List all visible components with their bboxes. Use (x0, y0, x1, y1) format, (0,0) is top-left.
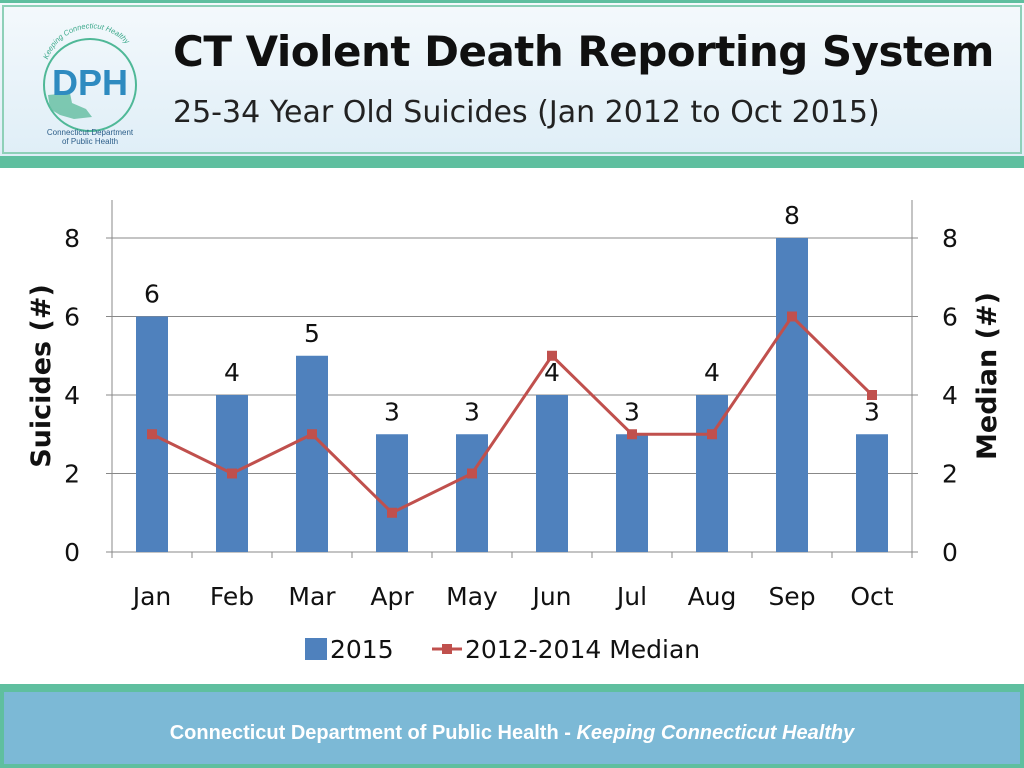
median-series-line (151, 314, 874, 515)
median-point (627, 429, 637, 440)
x-tick-label: Sep (768, 582, 815, 611)
footer-org: Connecticut Department of Public Health (169, 722, 559, 744)
y2-tick-label: 0 (942, 538, 958, 567)
bar-data-label: 3 (384, 397, 400, 426)
bar-data-label: 3 (624, 397, 640, 426)
logo-letters: DPH (52, 62, 128, 103)
bar-data-label: 4 (224, 358, 240, 387)
median-point (387, 507, 397, 518)
y-tick-label: 8 (64, 224, 80, 253)
bar-data-label: 3 (464, 397, 480, 426)
x-tick-label: Oct (850, 582, 893, 611)
bar (456, 434, 488, 552)
legend-label-2015: 2015 (330, 635, 394, 664)
bar-data-label: 4 (544, 358, 560, 387)
bar-data-label: 5 (304, 319, 320, 348)
logo-caption-line1: Connecticut Department (47, 128, 134, 137)
y-tick-label: 2 (64, 460, 80, 489)
bar-data-label: 4 (704, 358, 720, 387)
page-subtitle: 25-34 Year Old Suicides (Jan 2012 to Oct… (173, 95, 880, 130)
x-tick-label: Mar (288, 582, 336, 611)
legend-label-median: 2012-2014 Median (465, 635, 700, 664)
bar-data-label: 6 (144, 280, 160, 309)
median-point (227, 468, 237, 479)
median-point (787, 311, 797, 322)
x-tick-label: Aug (688, 582, 737, 611)
bar (376, 434, 408, 552)
bar (776, 238, 808, 552)
median-point (547, 350, 557, 361)
header-banner: Keeping Connecticut Healthy DPH Connecti… (0, 0, 1024, 168)
bar (536, 395, 568, 552)
x-tick-label: May (446, 582, 498, 611)
footer-tagline: Keeping Connecticut Healthy (576, 722, 855, 744)
footer-text: Connecticut Department of Public Health … (4, 722, 1020, 745)
median-point (707, 429, 717, 440)
y2-axis-title: Median (#) (972, 292, 1003, 460)
logo-caption-line2: of Public Health (62, 137, 118, 146)
x-tick-label: Feb (210, 582, 254, 611)
y-axis-title: Suicides (#) (26, 284, 57, 468)
x-tick-label: Jan (131, 582, 172, 611)
y-tick-label: 4 (64, 381, 80, 410)
y2-tick-label: 2 (942, 460, 958, 489)
median-point (867, 390, 877, 400)
y-tick-label: 0 (64, 538, 80, 567)
footer-panel: Connecticut Department of Public Health … (4, 692, 1020, 764)
bar-data-label: 8 (784, 201, 800, 230)
logo-state-shape (48, 93, 92, 119)
median-point (147, 429, 157, 440)
x-tick-label: Jun (530, 582, 571, 611)
logo-ring (43, 38, 137, 132)
legend-swatch-bar (305, 638, 327, 660)
suicides-chart: 0 0 2 2 4 4 6 6 8 8 6 4 5 3 3 4 3 4 8 3 Jan Feb Mar Apr May Jun Ju… (26, 200, 1003, 664)
median-point (307, 429, 317, 440)
y2-tick-label: 6 (942, 303, 958, 332)
x-tick-label: Apr (370, 582, 414, 611)
footer-bar: Connecticut Department of Public Health … (0, 684, 1024, 768)
x-tick-label: Jul (615, 582, 647, 611)
y2-tick-label: 8 (942, 224, 958, 253)
header-border (2, 5, 1022, 154)
bar (296, 355, 328, 552)
bar (616, 434, 648, 552)
page-title: CT Violent Death Reporting System (173, 27, 994, 76)
y2-tick-label: 4 (942, 381, 958, 410)
bar (856, 434, 888, 552)
median-point (467, 468, 477, 479)
y-tick-label: 6 (64, 303, 80, 332)
footer-separator: - (558, 722, 577, 744)
legend-swatch-marker (442, 644, 452, 654)
dph-logo: Keeping Connecticut Healthy DPH Connecti… (41, 23, 137, 146)
bar-data-label: 3 (864, 397, 880, 426)
